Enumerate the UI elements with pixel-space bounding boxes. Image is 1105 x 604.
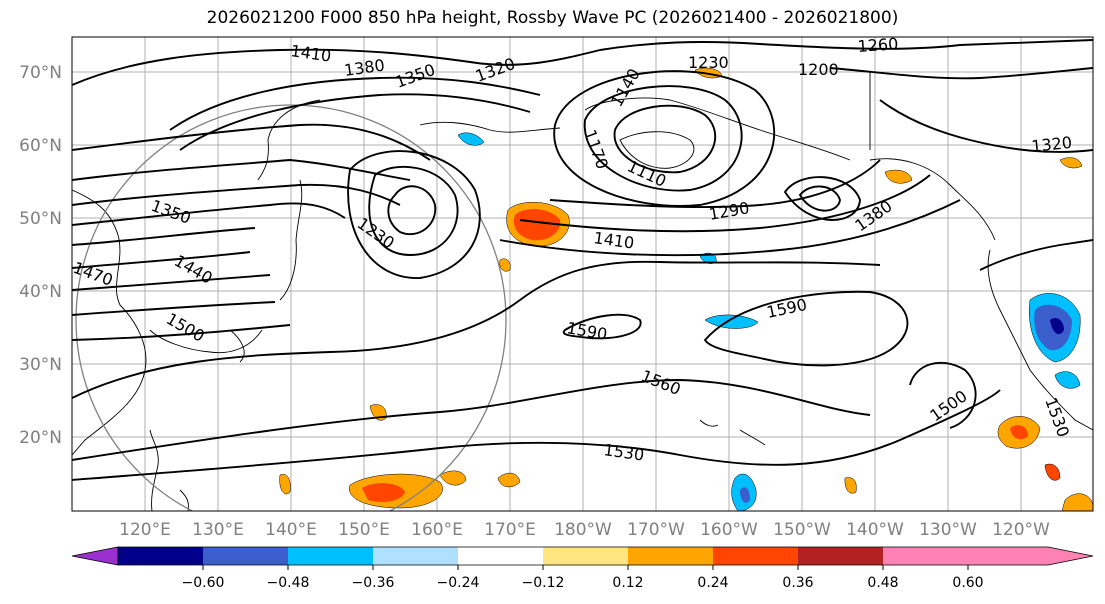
- lon-label: 160°E: [411, 520, 463, 540]
- colorbar-segment-over: [883, 547, 1093, 565]
- lon-label: 150°E: [338, 520, 390, 540]
- colorbar-tick-label: −0.48: [267, 575, 310, 591]
- colorbar-tick-label: 0.24: [697, 575, 728, 591]
- map-frame: [71, 36, 1094, 512]
- lat-label-40n: 40°N: [19, 282, 62, 302]
- colorbar-tick-label: 0.48: [867, 575, 898, 591]
- anomaly-shading: [279, 67, 1093, 511]
- lon-label: 140°W: [846, 520, 904, 540]
- contour-label: 1200: [798, 60, 839, 79]
- map-title: 2026021200 F000 850 hPa height, Rossby W…: [206, 8, 899, 28]
- lon-label: 140°E: [265, 520, 317, 540]
- contour-label: 1320: [1030, 133, 1072, 156]
- colorbar-segment: [543, 547, 628, 565]
- colorbar-tick-label: 0.60: [952, 575, 983, 591]
- lat-label-20n: 20°N: [19, 428, 62, 448]
- lat-label-50n: 50°N: [19, 209, 62, 229]
- graticule: [72, 37, 1093, 511]
- region-circle: [75, 104, 507, 511]
- longitude-labels: 120°E 130°E 140°E 150°E 160°E 170°E 180°…: [119, 520, 1050, 540]
- latitude-labels: 70°N 60°N 50°N 40°N 30°N 20°N: [19, 63, 62, 448]
- lon-label: 160°W: [700, 520, 758, 540]
- lon-label: 130°E: [192, 520, 244, 540]
- lat-label-60n: 60°N: [19, 136, 62, 156]
- lat-label-70n: 70°N: [19, 63, 62, 83]
- height-contours: [72, 39, 1093, 481]
- lon-label: 120°W: [992, 520, 1050, 540]
- colorbar-segment: [713, 547, 798, 565]
- colorbar-segment: [798, 547, 883, 565]
- contour-label: 1230: [688, 53, 729, 72]
- lon-label: 170°W: [627, 520, 685, 540]
- colorbar-segment: [458, 547, 543, 565]
- colorbar-segment-under: [71, 546, 119, 566]
- colorbar-tick-label: −0.36: [352, 575, 395, 591]
- colorbar-tick-label: −0.12: [522, 575, 565, 591]
- colorbar-segment: [203, 547, 288, 565]
- lat-label-30n: 30°N: [19, 355, 62, 375]
- colorbar-segment: [118, 547, 203, 565]
- colorbar-segment: [288, 547, 373, 565]
- colorbar-segment: [373, 547, 458, 565]
- lon-label: 170°E: [484, 520, 536, 540]
- coastlines: [72, 72, 1093, 511]
- colorbar-tick-label: −0.60: [182, 575, 225, 591]
- lon-label: 150°W: [773, 520, 831, 540]
- contour-label: 1260: [857, 34, 899, 56]
- colorbar: −0.60 −0.48 −0.36 −0.24 −0.12 0.12 0.24 …: [71, 546, 1094, 591]
- lon-label: 120°E: [119, 520, 171, 540]
- colorbar-tick-label: 0.36: [782, 575, 813, 591]
- colorbar-tick-label: −0.24: [437, 575, 480, 591]
- lon-label: 180°W: [554, 520, 612, 540]
- colorbar-tick-label: 0.12: [612, 575, 643, 591]
- colorbar-segment: [628, 547, 713, 565]
- lon-label: 130°W: [919, 520, 977, 540]
